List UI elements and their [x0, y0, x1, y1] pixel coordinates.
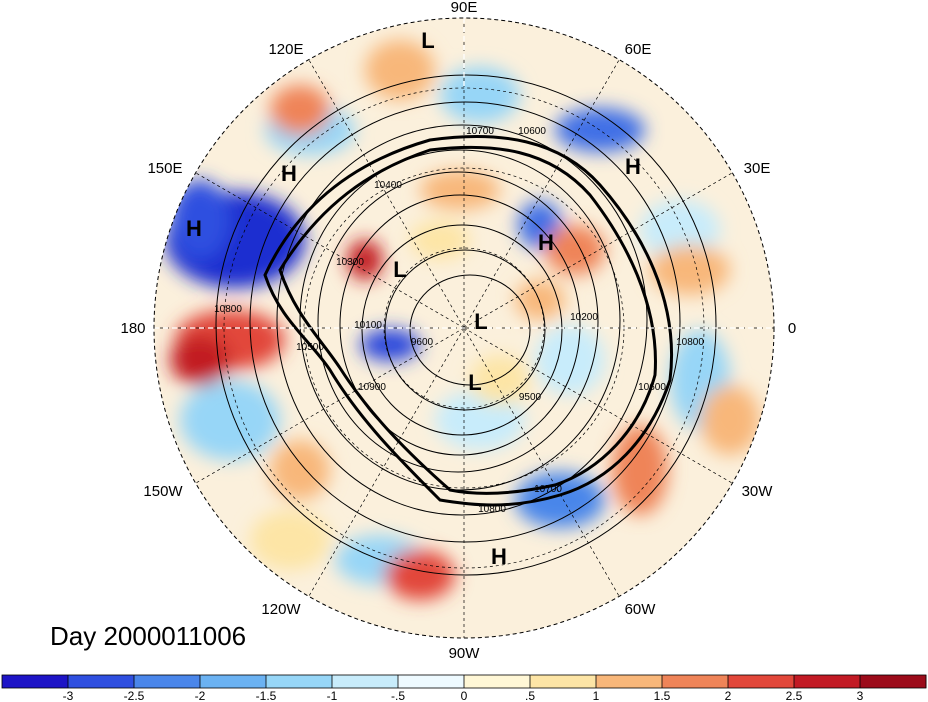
high-center-scandinavia: H [625, 154, 641, 179]
high-center-west-siberia: H [538, 230, 554, 255]
colorbar-tick-label: 2.5 [786, 689, 803, 702]
colorbar-frame [1, 674, 927, 689]
longitude-label: 180 [120, 320, 145, 337]
map-boundary [153, 17, 775, 639]
colorbar: -3 -2.5 -2 -1.5 -1 -.5 0 .5 1 1.5 2 2.5 3 [1, 674, 927, 702]
colorbar-swatch [464, 675, 531, 688]
longitude-label: 90W [449, 645, 481, 662]
colorbar-swatches [2, 675, 927, 688]
longitude-label: 150E [147, 160, 182, 177]
contour-labels: 10700 10600 10400 10300 10200 10800 1010… [214, 126, 704, 515]
colorbar-swatch [266, 675, 333, 688]
colorbar-swatch [728, 675, 795, 688]
colorbar-tick-label: 1 [593, 689, 600, 702]
contour-label: 10900 [358, 382, 386, 393]
longitude-label: 60E [625, 41, 652, 58]
colorbar-swatch [596, 675, 663, 688]
low-center-bering: L [393, 257, 406, 282]
longitude-label: 150W [143, 483, 183, 500]
colorbar-swatch [860, 675, 927, 688]
colorbar-swatch [794, 675, 861, 688]
high-center-gulf-of-mexico: H [491, 544, 507, 569]
figure-title: Day 2000011006 [50, 621, 246, 651]
colorbar-swatch [398, 675, 465, 688]
contour-label: 9500 [519, 392, 542, 403]
high-center-east-asia: H [281, 161, 297, 186]
longitude-label: 60W [625, 601, 657, 618]
colorbar-tick-label: -.5 [391, 689, 405, 702]
longitude-label: 30W [742, 483, 774, 500]
colorbar-tick-label: 2 [725, 689, 732, 702]
pressure-centers: L H H L H H L L H [186, 28, 641, 569]
colorbar-tick-label: 0 [461, 689, 468, 702]
colorbar-tick-label: 1.5 [654, 689, 671, 702]
contour-label: 10700 [466, 126, 494, 137]
longitude-label: 120W [261, 601, 301, 618]
longitude-label: 120E [268, 41, 303, 58]
height-contours [215, 74, 717, 576]
contour-label: 10600 [518, 126, 546, 137]
colorbar-tick-label: 3 [857, 689, 864, 702]
longitude-labels: 90E 60E 30E 0 30W 60W 90W 120W 150W 180 … [120, 0, 796, 662]
contour-label: 9600 [411, 337, 434, 348]
longitude-label: 0 [788, 320, 796, 337]
colorbar-swatch [68, 675, 135, 688]
colorbar-ticks: -3 -2.5 -2 -1.5 -1 -.5 0 .5 1 1.5 2 2.5 3 [63, 675, 864, 702]
contour-label: 10800 [478, 504, 506, 515]
colorbar-tick-label: -1.5 [256, 689, 277, 702]
colorbar-swatch [200, 675, 267, 688]
contour-label: 10500 [296, 342, 324, 353]
contour-label: 10600 [638, 382, 666, 393]
jet-contours [263, 134, 673, 507]
contour-label: 10400 [374, 180, 402, 191]
colorbar-swatch [662, 675, 729, 688]
contour-label: 10700 [534, 484, 562, 495]
contour-label: 10300 [336, 257, 364, 268]
longitude-label: 30E [744, 160, 771, 177]
contour-label: 10800 [676, 337, 704, 348]
longitude-label: 90E [451, 0, 478, 16]
colorbar-swatch [134, 675, 201, 688]
meridian-180-0 [154, 18, 774, 329]
colorbar-tick-label: -2.5 [124, 689, 145, 702]
contour-label: 10800 [214, 304, 242, 315]
colorbar-swatch [530, 675, 597, 688]
colorbar-tick-label: -1 [327, 689, 338, 702]
low-center-north-siberia: L [421, 28, 434, 53]
low-center-pole: L [474, 309, 487, 334]
contour-label: 10200 [570, 312, 598, 323]
colorbar-tick-label: .5 [525, 689, 535, 702]
colorbar-tick-label: -2 [195, 689, 206, 702]
colorbar-swatch [332, 675, 399, 688]
colorbar-tick-label: -3 [63, 689, 74, 702]
low-center-canadian-archipelago: L [468, 370, 481, 395]
high-center-north-pacific: H [186, 216, 202, 241]
contour-label: 10100 [354, 320, 382, 331]
colorbar-swatch [2, 675, 69, 688]
